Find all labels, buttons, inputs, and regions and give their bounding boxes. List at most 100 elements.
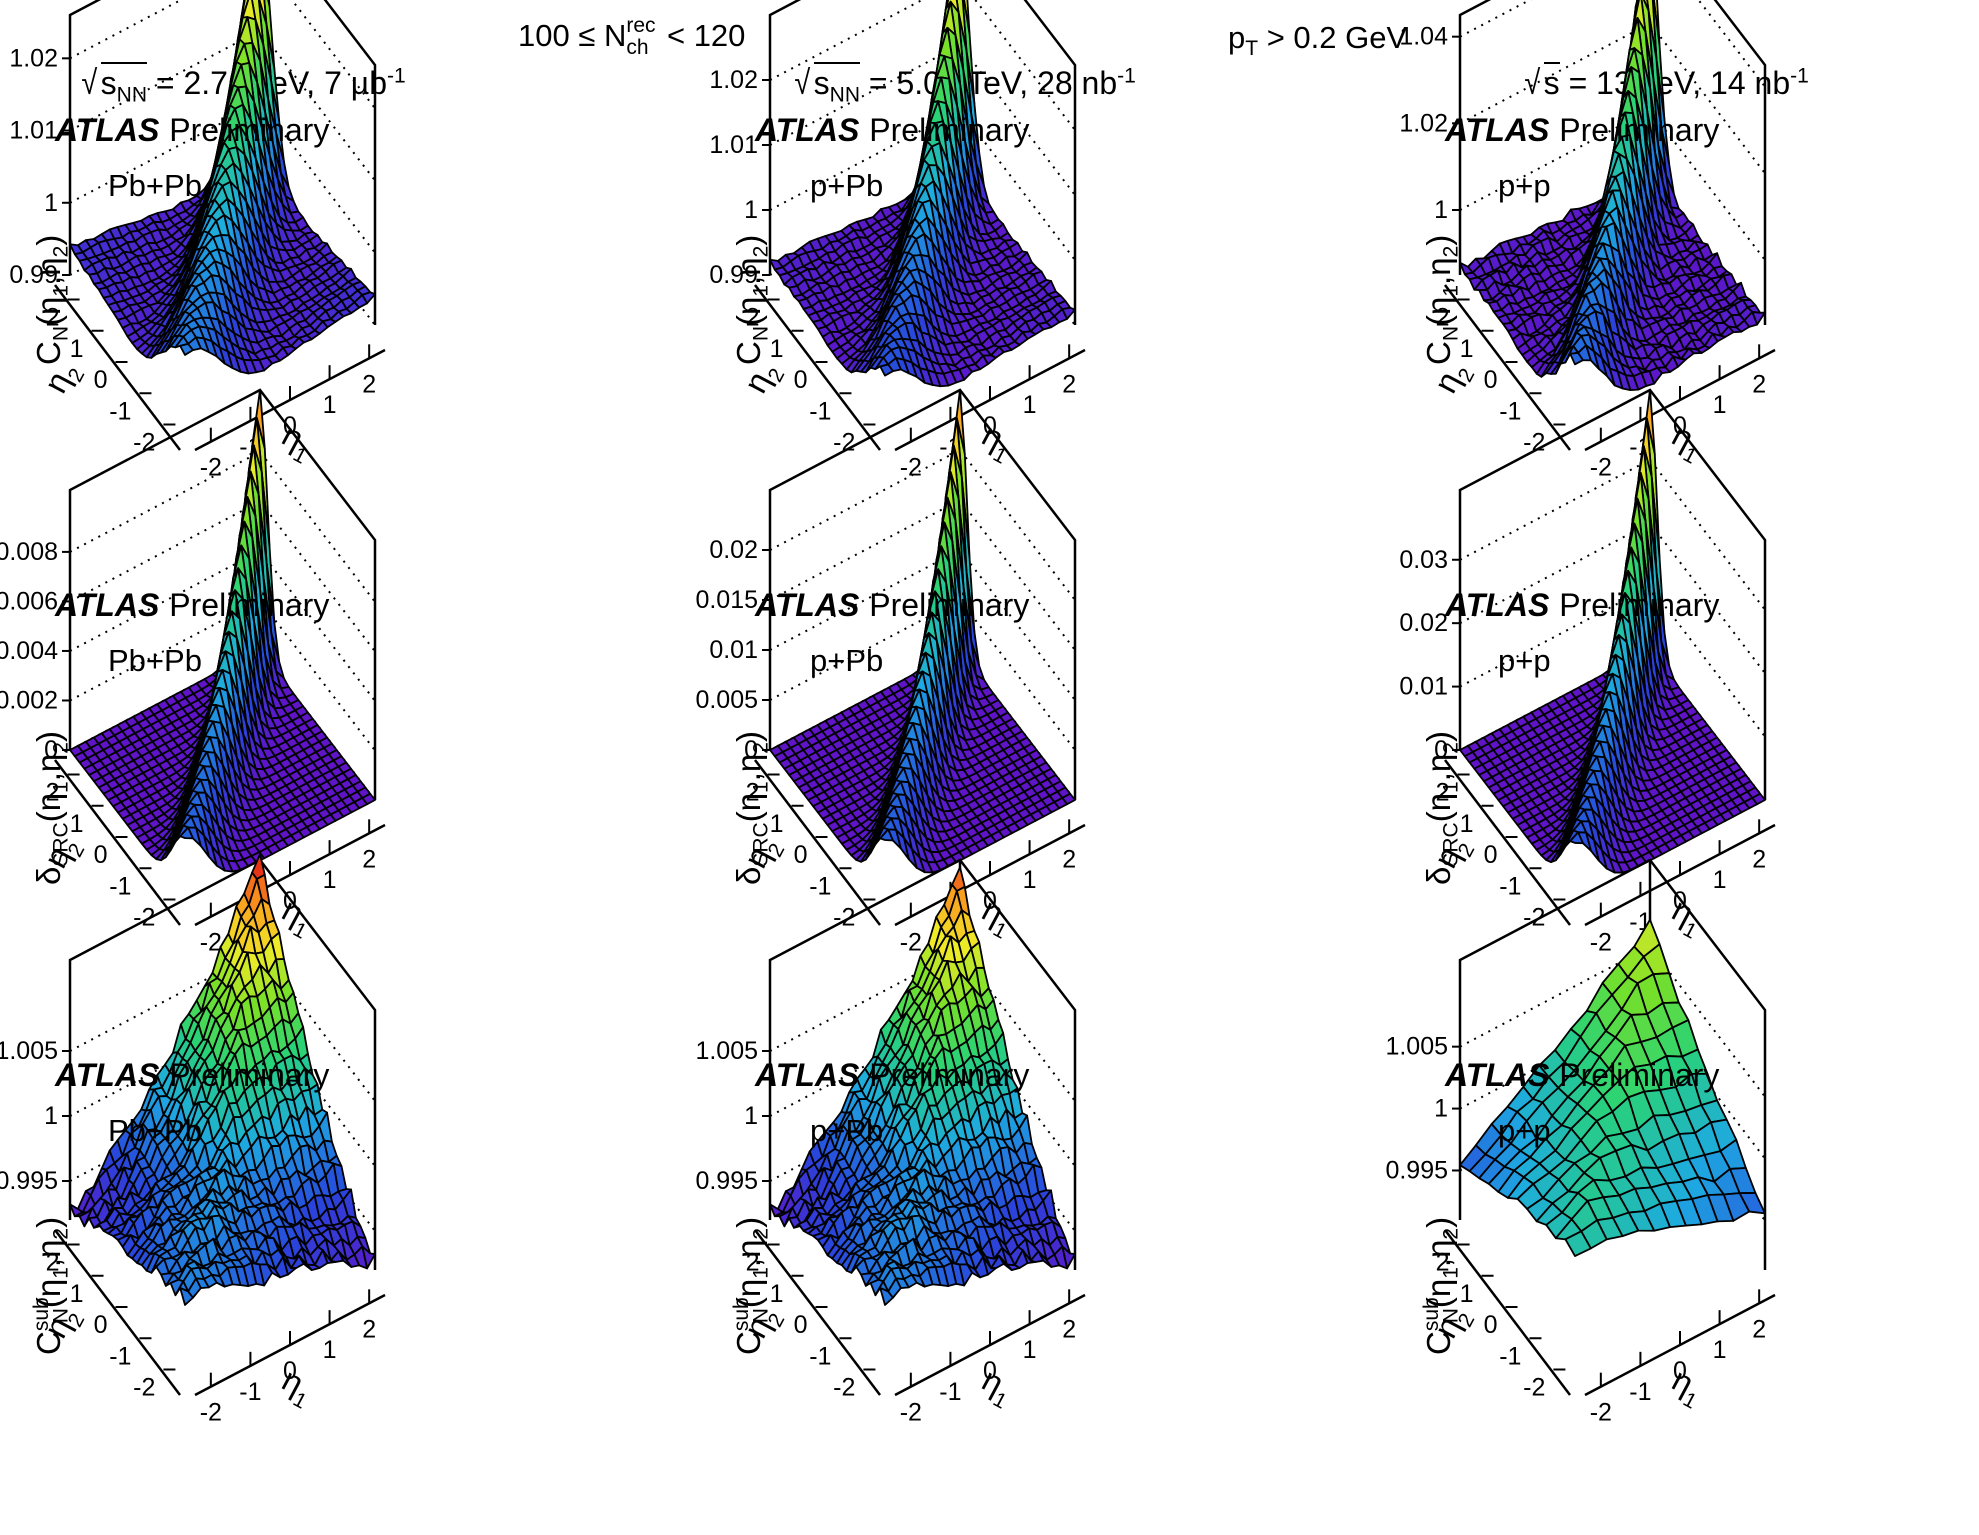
- collision-system-label: Pb+Pb: [108, 643, 202, 679]
- eta1-tick-label: 2: [362, 370, 376, 398]
- z-tick-label: 0.995: [0, 1167, 58, 1195]
- sqrt-radicand: sNN: [101, 62, 147, 101]
- eta2-tick-label: -1: [809, 872, 831, 900]
- eta2-tick-label: -1: [109, 872, 131, 900]
- eta2-tick-label: -1: [109, 1342, 131, 1370]
- eta1-axis-title: η1: [273, 1361, 320, 1414]
- eta1-tick-label: 2: [1752, 845, 1766, 873]
- sqrt-radicand: s: [1544, 62, 1560, 101]
- eta1-tick-label: 1: [323, 391, 337, 419]
- z-tick-label: 1: [744, 196, 758, 224]
- preliminary-label: Preliminary: [1559, 587, 1719, 623]
- atlas-preliminary-label: ATLAS Preliminary: [755, 587, 1029, 624]
- eta2-tick-label: 0: [1484, 366, 1498, 394]
- eta2-tick-label: 0: [1484, 841, 1498, 869]
- sqrt-radicand: sNN: [814, 62, 860, 101]
- z-axis-title: CN(η1,η2): [1420, 235, 1464, 365]
- z-tick-label: 0.01: [709, 636, 758, 664]
- eta1-tick-label: 1: [323, 866, 337, 894]
- surface-panel-r2-c1: 00.0020.0040.0060.008-2-2-1-1001122η1η2A…: [0, 585, 660, 1065]
- z-axis-title: CsubN(η1,η2): [30, 1217, 74, 1355]
- atlas-label: ATLAS: [55, 587, 159, 623]
- atlas-label: ATLAS: [755, 112, 859, 148]
- z-axis-title: CN(η1,η2): [730, 235, 774, 365]
- eta1-tick-label: 2: [362, 845, 376, 873]
- z-tick-label: 1.02: [9, 44, 58, 72]
- eta1-tick-label: 1: [1713, 391, 1727, 419]
- lumi-sup: -1: [1790, 64, 1809, 87]
- z-tick-label: 0.002: [0, 686, 58, 714]
- z-tick-label: 0.02: [709, 536, 758, 564]
- eta1-axis-title: η1: [1663, 891, 1710, 944]
- eta2-tick-label: 0: [94, 366, 108, 394]
- mult-post: < 120: [658, 18, 745, 53]
- atlas-label: ATLAS: [755, 587, 859, 623]
- z-tick-label: 1.02: [709, 66, 758, 94]
- eta1-tick-label: 2: [362, 1315, 376, 1343]
- z-tick-label: 0.008: [0, 538, 58, 566]
- eta1-tick-label: 1: [1023, 866, 1037, 894]
- z-axis-title: δSRC(η1,η2): [1420, 731, 1464, 885]
- z-tick-label: 0.004: [0, 637, 58, 665]
- eta1-axis-title: η1: [973, 1361, 1020, 1414]
- eta1-tick-label: 2: [1062, 1315, 1076, 1343]
- sqrt-icon: √: [1524, 64, 1540, 103]
- z-axis-title: CN(η1,η2): [30, 235, 74, 365]
- eta1-tick-label: -1: [239, 1378, 261, 1406]
- mult-sub: ch: [626, 36, 648, 60]
- z-tick-label: 1.01: [709, 131, 758, 159]
- eta1-tick-label: -2: [900, 1399, 922, 1427]
- pt-post: > 0.2 GeV: [1258, 20, 1407, 55]
- z-tick-label: 1.005: [695, 1037, 758, 1065]
- z-tick-label: 1: [44, 1102, 58, 1130]
- collision-system-label: p+p: [1498, 643, 1551, 679]
- eta1-tick-label: -2: [200, 454, 222, 482]
- z-tick-label: 1.02: [1399, 109, 1448, 137]
- lumi-sup: -1: [387, 64, 406, 87]
- energy-text: = 5.02 TeV, 28 nb: [860, 65, 1117, 101]
- eta1-tick-label: -2: [900, 454, 922, 482]
- eta2-tick-label: -1: [1499, 872, 1521, 900]
- z-tick-label: 1.04: [1399, 23, 1448, 51]
- preliminary-label: Preliminary: [169, 112, 329, 148]
- eta2-tick-label: -1: [809, 397, 831, 425]
- eta2-tick-label: -1: [1499, 397, 1521, 425]
- eta1-tick-label: 1: [1713, 866, 1727, 894]
- eta1-tick-label: 2: [1062, 370, 1076, 398]
- z-tick-label: 1.01: [9, 117, 58, 145]
- atlas-label: ATLAS: [1445, 587, 1549, 623]
- eta1-tick-label: 1: [323, 1336, 337, 1364]
- eta2-tick-label: 0: [94, 1311, 108, 1339]
- sqrt-icon: √: [794, 64, 810, 103]
- preliminary-label: Preliminary: [1559, 112, 1719, 148]
- eta1-axis-title: η1: [973, 891, 1020, 944]
- mult-text: 100 ≤ N: [518, 18, 626, 53]
- preliminary-label: Preliminary: [869, 587, 1029, 623]
- eta2-tick-label: 0: [94, 841, 108, 869]
- mult-sup: rec: [626, 14, 655, 38]
- z-tick-label: 1: [44, 189, 58, 217]
- eta1-tick-label: 1: [1023, 1336, 1037, 1364]
- energy-text: = 13 TeV, 14 nb: [1560, 65, 1790, 101]
- preliminary-label: Preliminary: [169, 1057, 329, 1093]
- eta2-tick-label: 0: [794, 841, 808, 869]
- z-tick-label: 0.006: [0, 587, 58, 615]
- z-tick-label: 1: [744, 1102, 758, 1130]
- atlas-preliminary-label: ATLAS Preliminary: [1445, 587, 1719, 624]
- eta1-tick-label: 2: [1062, 845, 1076, 873]
- collision-system-label: p+Pb: [810, 643, 883, 679]
- eta2-tick-label: -1: [109, 397, 131, 425]
